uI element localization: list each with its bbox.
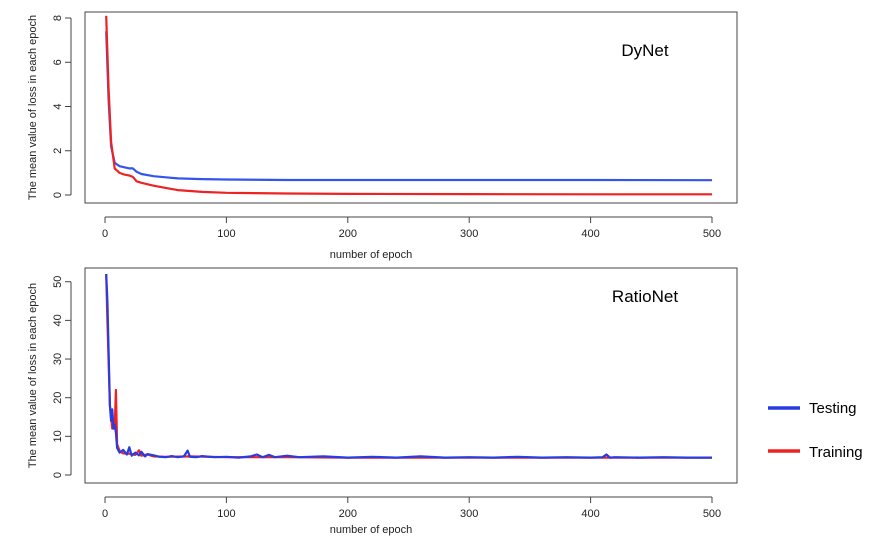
rationet-panel: 0 100 200 300 400 500 0 10 20 30 40 50 number of epo… <box>27 267 738 536</box>
y-tick-label: 2 <box>52 148 64 154</box>
y-tick-label: 4 <box>52 103 64 109</box>
y-tick-label: 0 <box>52 472 64 478</box>
x-axis-label: number of epoch <box>330 524 413 536</box>
y-axis-label: The mean value of loss in each epoch <box>27 15 39 200</box>
x-tick-label: 200 <box>339 508 357 520</box>
x-tick-label: 0 <box>102 228 108 240</box>
x-tick-label: 300 <box>460 508 478 520</box>
legend-label-testing: Testing <box>809 400 857 417</box>
y-tick-label: 6 <box>52 59 64 65</box>
y-tick-label: 10 <box>52 430 64 442</box>
y-tick-label: 30 <box>52 353 64 365</box>
x-tick-label: 0 <box>102 508 108 520</box>
series-line-testing <box>105 273 712 459</box>
dynet-panel: 0 100 200 300 400 500 0 2 4 6 8 number of epoch The … <box>27 11 738 261</box>
panel-title: DyNet <box>621 41 669 60</box>
series-line-training <box>105 15 712 196</box>
y-tick-label: 50 <box>52 276 64 288</box>
panel-title: RatioNet <box>612 287 678 306</box>
x-tick-label: 200 <box>339 228 357 240</box>
legend-label-training: Training <box>809 444 863 461</box>
legend: Testing Training <box>768 400 863 461</box>
series-line-testing <box>105 31 713 182</box>
x-tick-label: 500 <box>703 508 721 520</box>
y-tick-label: 20 <box>52 392 64 404</box>
x-tick-label: 500 <box>703 228 721 240</box>
x-tick-label: 400 <box>581 228 599 240</box>
x-tick-label: 400 <box>581 508 599 520</box>
x-axis-label: number of epoch <box>330 249 413 261</box>
plot-frame <box>84 11 738 204</box>
plot-frame <box>84 267 738 484</box>
x-tick-label: 300 <box>460 228 478 240</box>
x-tick-label: 100 <box>217 228 235 240</box>
y-tick-label: 8 <box>52 15 64 21</box>
y-tick-label: 40 <box>52 314 64 326</box>
y-axis-label: The mean value of loss in each epoch <box>27 283 39 468</box>
y-tick-label: 0 <box>52 192 64 198</box>
x-tick-label: 100 <box>217 508 235 520</box>
